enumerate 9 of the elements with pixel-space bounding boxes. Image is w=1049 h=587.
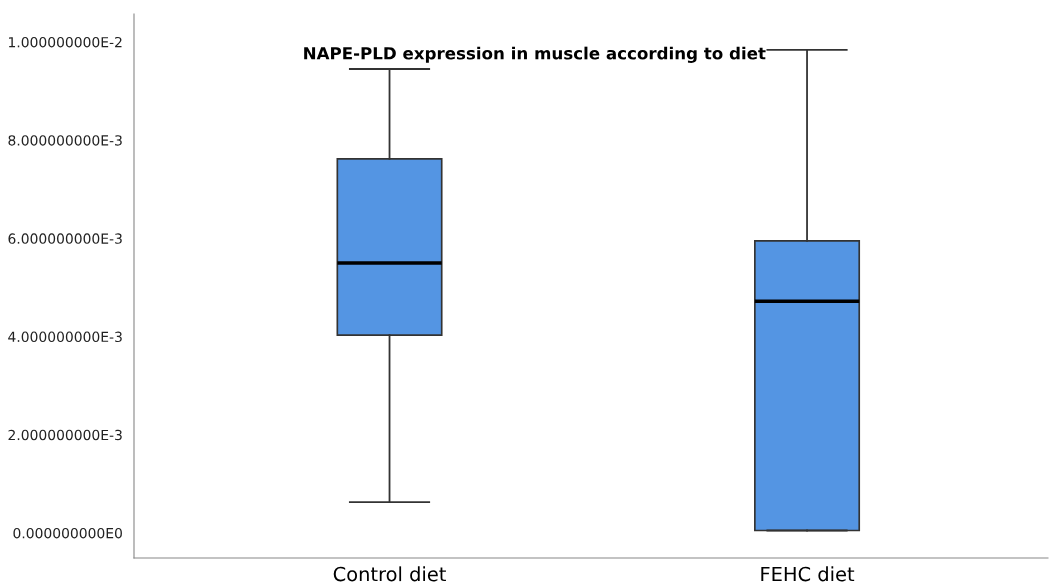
- text: NAPE-PLD expression in muscle according to diet: [304, 46, 766, 63]
- y-tick-label: 1.000000000E-2: [9, 36, 122, 48]
- x-tick-label: FEHC diet: [761, 566, 855, 582]
- x-tick-label: Control diet: [333, 566, 446, 582]
- y-tick-label: 4.000000000E-3: [8, 331, 122, 343]
- y-tick-label: 2.000000000E-3: [8, 429, 122, 441]
- y-tick-label: 6.000000000E-3: [8, 233, 122, 244]
- y-tick-label: 8.000000000E-3: [8, 135, 122, 146]
- y-tick-label: 0.000000000E0: [13, 527, 122, 539]
